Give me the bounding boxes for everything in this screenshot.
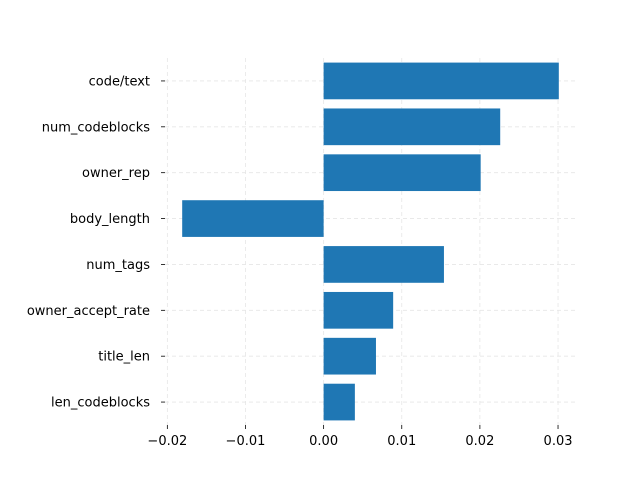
y-tick-label: body_length (70, 212, 150, 227)
bar-layer (182, 62, 559, 421)
x-tick-label: 0.01 (387, 434, 416, 449)
x-tick-label: −0.02 (147, 434, 187, 449)
x-tick-label: 0.00 (309, 434, 338, 449)
y-axis: code/text num_codeblocks owner_rep body_len… (27, 74, 165, 411)
bar-len-codeblocks (323, 383, 355, 421)
x-tick-label: 0.02 (465, 434, 494, 449)
y-tick-label: owner_accept_rate (27, 304, 150, 319)
x-axis: −0.02 −0.01 0.00 0.01 0.02 0.03 (147, 425, 573, 449)
y-tick-label: code/text (89, 74, 150, 89)
bar-num-tags (323, 246, 444, 283)
y-tick-label: num_tags (86, 258, 150, 273)
y-tick-label: len_codeblocks (51, 396, 150, 411)
x-tick-label: 0.03 (544, 434, 573, 449)
bar-title-len (323, 337, 376, 375)
bar-owner-accept-rate (323, 291, 394, 329)
x-tick-label: −0.01 (226, 434, 266, 449)
y-tick-label: owner_rep (82, 166, 150, 181)
y-tick-label: title_len (98, 350, 150, 365)
bar-code-text (323, 62, 559, 100)
y-tick-label: num_codeblocks (42, 120, 150, 135)
bar-body-length (182, 200, 324, 237)
bar-owner-rep (323, 154, 481, 192)
bar-num-codeblocks (323, 108, 501, 146)
